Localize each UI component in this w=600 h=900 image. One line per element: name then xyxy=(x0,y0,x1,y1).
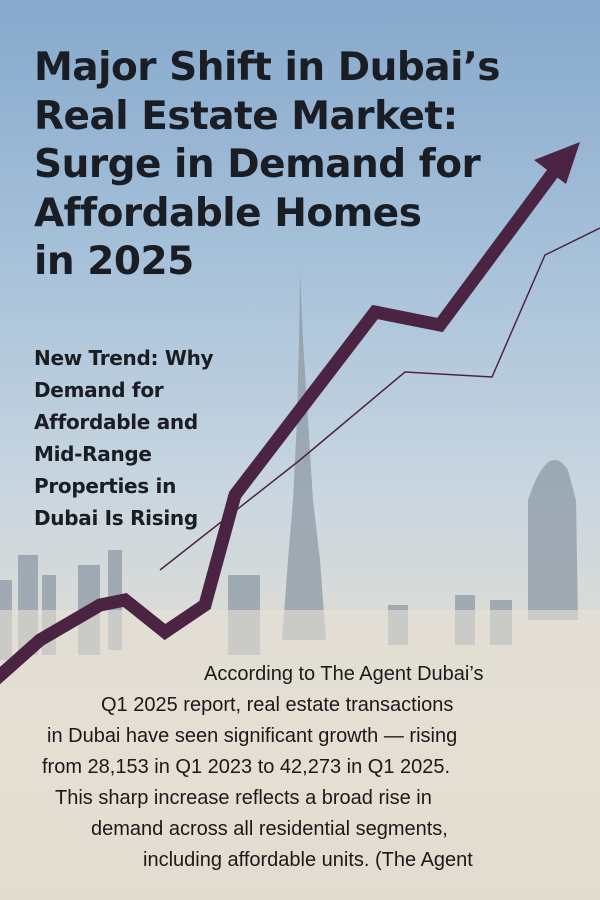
subheadline-line: Affordable and xyxy=(34,410,198,434)
subheadline-line: Properties in xyxy=(34,474,177,498)
subheadline-line: Demand for xyxy=(34,378,164,402)
subheadline: New Trend: Why Demand for Affordable and… xyxy=(34,342,214,534)
body-line: including affordable units. (The Agent xyxy=(143,849,473,871)
headline-line: Affordable Homes xyxy=(34,190,422,236)
body-line: This sharp increase reflects a broad ris… xyxy=(55,787,432,809)
headline-line: Surge in Demand for xyxy=(34,142,481,187)
body-line: According to The Agent Dubai’s xyxy=(204,663,484,685)
body-line: demand across all residential segments, xyxy=(91,818,448,840)
headline-line: Major Shift in Dubai’s xyxy=(34,45,501,90)
headline-line: in 2025 xyxy=(34,239,194,284)
body-line: in Dubai have seen significant growth — … xyxy=(47,725,458,747)
headline-line: Real Estate Market: xyxy=(34,93,458,139)
body-line: Q1 2025 report, real estate transactions xyxy=(101,694,454,716)
rising-arrow-icon xyxy=(534,142,580,184)
subheadline-line: Mid-Range xyxy=(34,442,152,466)
headline: Major Shift in Dubai’s Real Estate Marke… xyxy=(34,44,501,287)
subheadline-line: New Trend: Why xyxy=(34,346,214,370)
thin-trend-line xyxy=(159,227,600,571)
trend-arrow xyxy=(0,166,561,685)
subheadline-line: Dubai Is Rising xyxy=(34,506,198,530)
body-line: from 28,153 in Q1 2023 to 42,273 in Q1 2… xyxy=(42,756,451,778)
